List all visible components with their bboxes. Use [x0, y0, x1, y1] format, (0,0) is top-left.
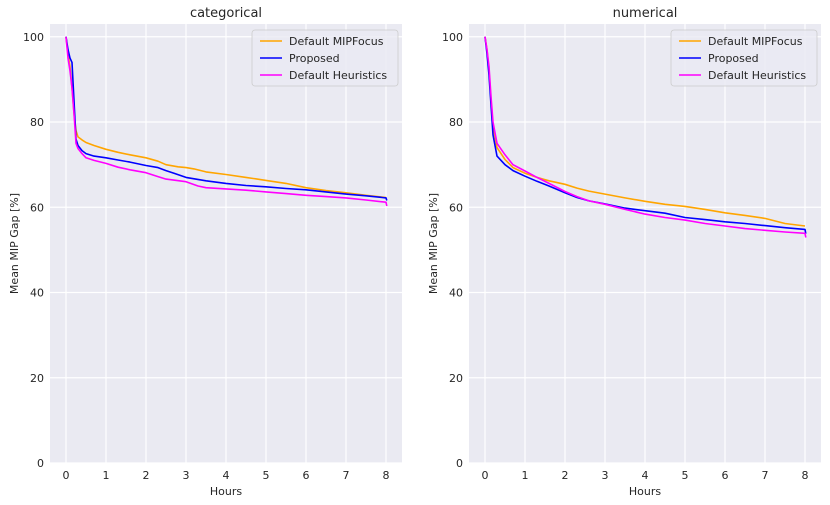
legend: Default MIPFocus Proposed Default Heuristi…	[670, 29, 818, 87]
legend: Default MIPFocus Proposed Default Heuristi…	[251, 29, 399, 87]
x-tick-label: 8	[802, 469, 809, 482]
series-line-default-heuristics	[65, 36, 388, 207]
x-tick-label: 4	[223, 469, 230, 482]
chart-title: numerical	[613, 6, 678, 21]
x-tick-label: 1	[522, 469, 529, 482]
y-tick-label: 100	[442, 31, 463, 44]
x-tick-label: 6	[722, 469, 729, 482]
x-axis-label: Hours	[210, 485, 242, 498]
x-tick-label: 8	[383, 469, 390, 482]
x-tick-label: 5	[263, 469, 270, 482]
x-tick-label: 3	[602, 469, 609, 482]
chart-panel-categorical: 0 1 2 3 4 5 6 7 8020406080100categoricalHoursMea…	[8, 6, 402, 498]
y-tick-label: 100	[23, 31, 44, 44]
legend-label-default-mipfocus: Default MIPFocus	[708, 35, 803, 48]
legend-label-default-mipfocus: Default MIPFocus	[289, 35, 384, 48]
x-tick-label: 2	[562, 469, 569, 482]
y-axis-label: Mean MIP Gap [%]	[427, 193, 440, 294]
x-tick-label: 7	[762, 469, 769, 482]
y-tick-label: 20	[449, 372, 463, 385]
legend-box	[670, 29, 818, 87]
series-line-default-heuristics	[484, 36, 807, 238]
y-tick-label: 40	[30, 287, 44, 300]
x-tick-label: 2	[143, 469, 150, 482]
y-axis-label: Mean MIP Gap [%]	[8, 193, 21, 294]
y-tick-label: 60	[449, 201, 463, 214]
x-tick-label: 1	[103, 469, 110, 482]
chart-title: categorical	[190, 6, 262, 21]
legend-label-proposed: Proposed	[708, 52, 759, 65]
y-tick-label: 40	[449, 287, 463, 300]
x-tick-label: 7	[343, 469, 350, 482]
y-tick-label: 20	[30, 372, 44, 385]
legend-box	[251, 29, 399, 87]
y-tick-label: 80	[449, 116, 463, 129]
y-tick-label: 0	[37, 457, 44, 470]
x-tick-label: 4	[642, 469, 649, 482]
legend-label-default-heuristics: Default Heuristics	[289, 69, 387, 82]
y-tick-label: 0	[456, 457, 463, 470]
x-tick-label: 0	[482, 469, 489, 482]
y-tick-label: 60	[30, 201, 44, 214]
x-tick-label: 0	[63, 469, 70, 482]
y-tick-label: 80	[30, 116, 44, 129]
x-tick-label: 6	[303, 469, 310, 482]
x-tick-label: 5	[682, 469, 689, 482]
x-axis-label: Hours	[629, 485, 661, 498]
x-tick-label: 3	[183, 469, 190, 482]
chart-panel-numerical: 0 1 2 3 4 5 6 7 8020406080100numericalHoursMean …	[427, 6, 821, 498]
legend-label-default-heuristics: Default Heuristics	[708, 69, 806, 82]
legend-label-proposed: Proposed	[289, 52, 340, 65]
